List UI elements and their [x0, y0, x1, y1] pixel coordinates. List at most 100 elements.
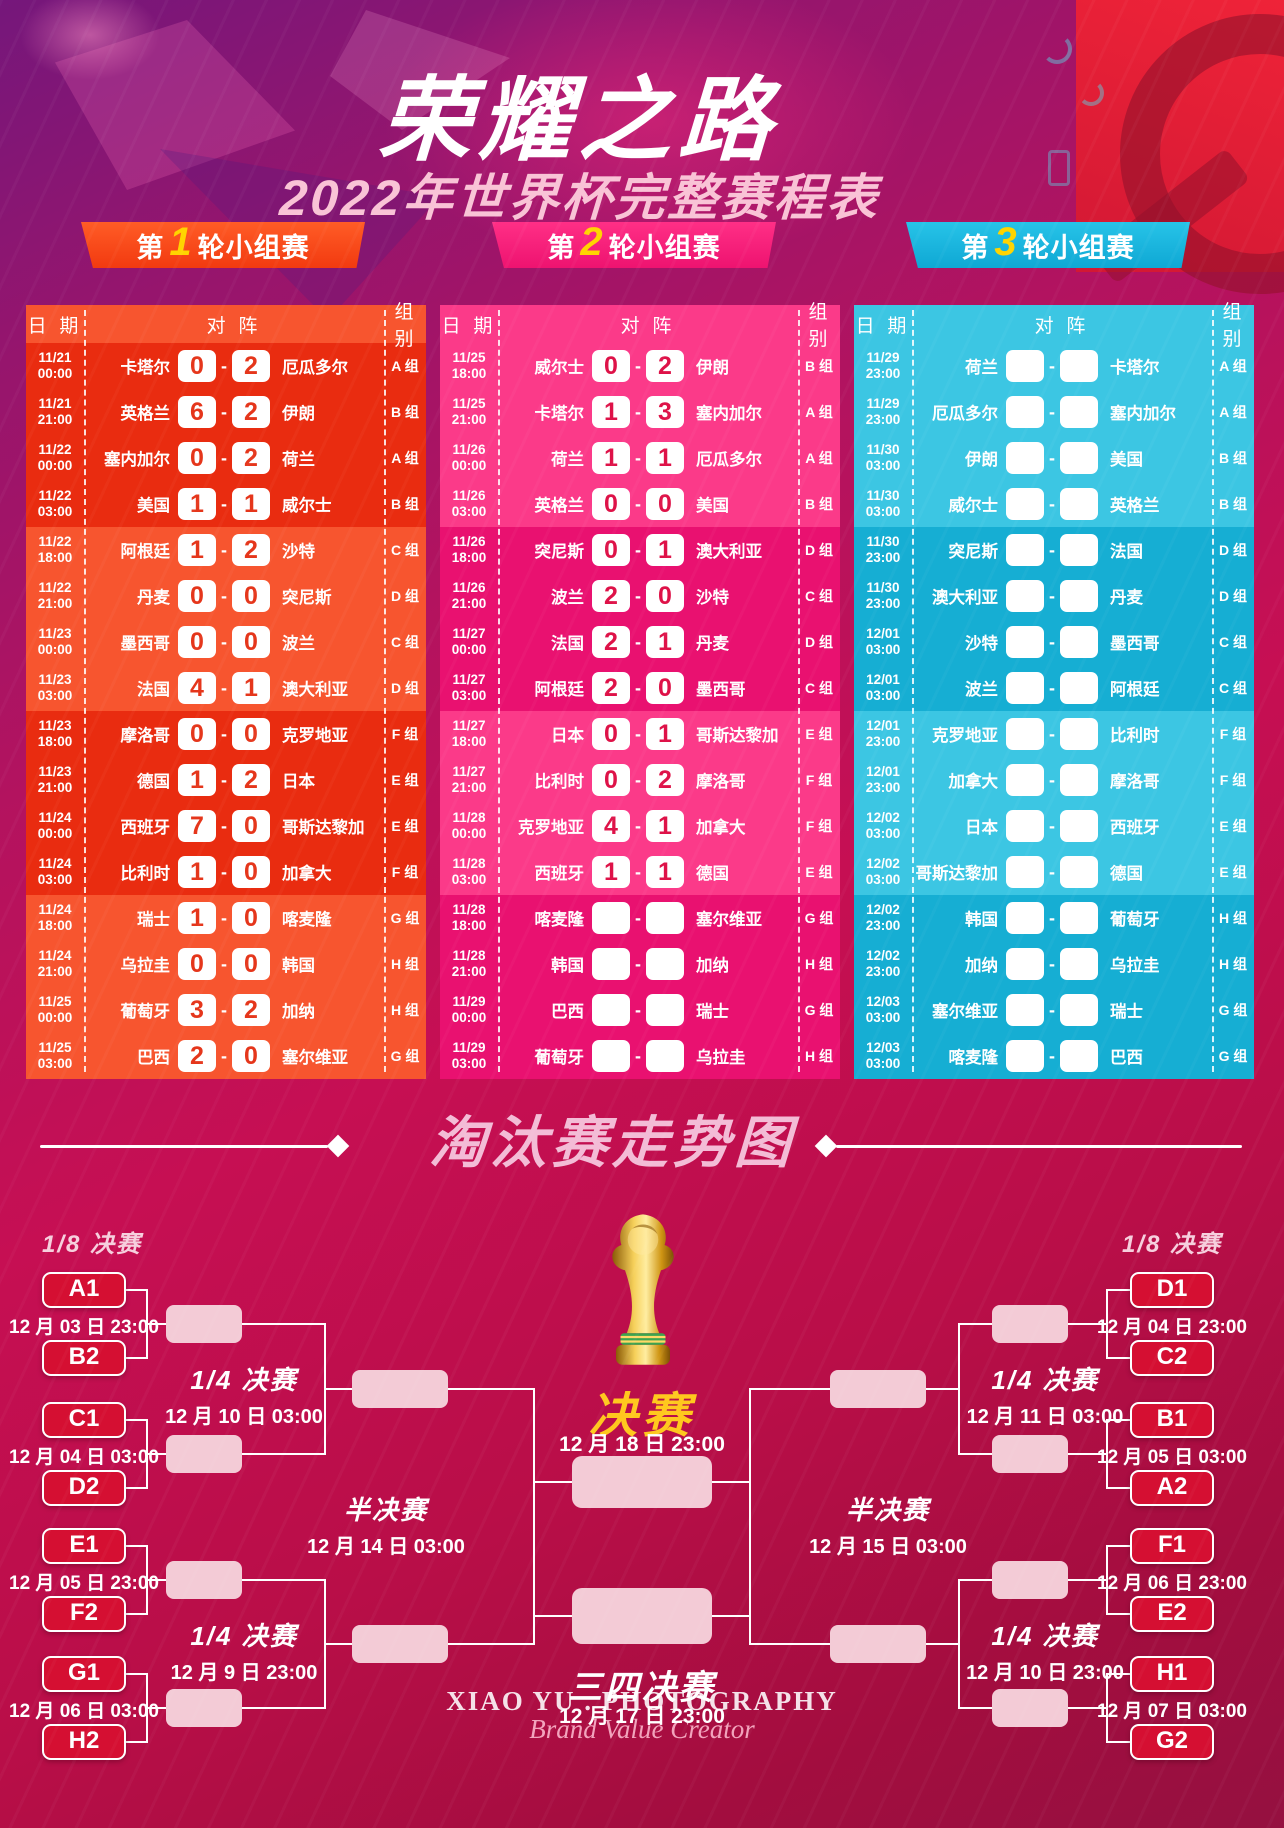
match-datetime: 11/26 03:00 — [440, 488, 498, 520]
watermark-text: XIAO YU . PHOTOGRAPHY — [446, 1686, 838, 1716]
match-date: 12/01 — [866, 625, 900, 641]
match-datetime: 11/24 00:00 — [26, 810, 84, 842]
score-dash: - — [635, 631, 641, 652]
match-time: 03:00 — [865, 642, 901, 657]
score-dash: - — [221, 1045, 227, 1066]
match-date: 11/22 — [38, 579, 72, 595]
home-score-box — [1006, 396, 1044, 428]
match-date: 11/23 — [38, 717, 72, 733]
match-cell: 韩国 - 葡萄牙 — [912, 902, 1212, 934]
match-datetime: 11/27 18:00 — [440, 718, 498, 750]
away-team: 墨西哥 — [1110, 635, 1160, 653]
away-team: 澳大利亚 — [696, 543, 762, 561]
away-score-box: 0 — [646, 488, 684, 520]
bracket-slot: F1 — [1130, 1528, 1214, 1564]
score-dash: - — [221, 539, 227, 560]
home-score-box: 1 — [178, 534, 216, 566]
match-cell: 丹麦 0 - 0 突尼斯 — [84, 580, 384, 612]
group-label: D 组 — [1219, 588, 1247, 604]
group-label: E 组 — [391, 818, 419, 834]
home-team: 哥斯达黎加 — [915, 865, 999, 883]
bracket-line — [960, 1323, 994, 1325]
home-team: 塞内加尔 — [104, 451, 170, 469]
bracket-line — [448, 1388, 533, 1390]
group-label: F 组 — [391, 864, 419, 880]
group-label: C 组 — [391, 542, 419, 558]
match-datetime: 11/28 00:00 — [440, 810, 498, 842]
group-label: E 组 — [391, 772, 419, 788]
ribbon-prefix: 第 — [547, 232, 576, 263]
background-shard — [20, 0, 160, 80]
bracket-slot: C2 — [1130, 1340, 1214, 1376]
match-datetime: 12/02 23:00 — [854, 948, 912, 980]
home-team: 塞尔维亚 — [932, 1003, 998, 1021]
match-row: 11/22 03:00 美国 1 - 1 威尔士 B 组 — [26, 481, 426, 527]
match-row: 11/24 21:00 乌拉圭 0 - 0 韩国 H 组 — [26, 941, 426, 987]
away-team: 澳大利亚 — [282, 681, 348, 699]
match-row: 12/03 03:00 喀麦隆 - 巴西 G 组 — [854, 1033, 1254, 1079]
away-score-box: 2 — [232, 442, 270, 474]
match-datetime: 11/22 03:00 — [26, 488, 84, 520]
r16-label-right: 1/8 决赛 — [1121, 1231, 1222, 1258]
match-time: 03:00 — [451, 872, 487, 887]
away-score-box: 2 — [646, 350, 684, 382]
match-date: 11/23 — [38, 625, 72, 641]
home-score-box — [1006, 718, 1044, 750]
match-datetime: 12 月 03 日 23:00 — [9, 1317, 159, 1338]
bracket-line — [1108, 1673, 1130, 1675]
match-row: 11/23 18:00 摩洛哥 0 - 0 克罗地亚 F 组 — [26, 711, 426, 757]
match-date: 12/02 — [866, 809, 900, 825]
away-score-box — [1060, 350, 1098, 382]
home-team: 阿根廷 — [534, 681, 585, 699]
home-score-box — [1006, 626, 1044, 658]
match-time: 21:00 — [451, 964, 487, 979]
score-dash: - — [635, 447, 641, 468]
away-team: 塞尔维亚 — [282, 1049, 348, 1067]
away-score-box: 2 — [232, 396, 270, 428]
match-date: 11/29 — [866, 349, 900, 365]
home-team: 加拿大 — [948, 773, 999, 791]
table-header: 日 期 对 阵 组 别 — [440, 302, 840, 350]
match-row: 12/02 23:00 韩国 - 葡萄牙 H 组 — [854, 895, 1254, 941]
bracket-slot: G2 — [1130, 1724, 1214, 1760]
match-cell: 英格兰 0 - 0 美国 — [498, 488, 798, 520]
match-row: 11/26 18:00 突尼斯 0 - 1 澳大利亚 D 组 — [440, 527, 840, 573]
r16-label-left: 1/8 决赛 — [42, 1231, 143, 1258]
bracket-pair: A1 12 月 03 日 23:00 B2 — [9, 1272, 159, 1376]
score-dash: - — [635, 999, 641, 1020]
table-header: 日 期 对 阵 组 别 — [26, 302, 426, 350]
match-date: 11/29 — [452, 993, 486, 1009]
round-2-ribbon: 第 2 轮小组赛 — [492, 222, 776, 268]
bracket-line — [926, 1643, 960, 1645]
match-datetime: 11/26 21:00 — [440, 580, 498, 612]
match-cell: 伊朗 - 美国 — [912, 442, 1212, 474]
away-team: 克罗地亚 — [282, 727, 348, 745]
away-score-box: 1 — [232, 488, 270, 520]
score-dash: - — [221, 907, 227, 928]
match-date: 11/22 — [38, 533, 72, 549]
away-team: 伊朗 — [282, 405, 315, 423]
away-team: 德国 — [696, 865, 729, 883]
match-time: 23:00 — [865, 734, 901, 749]
home-team: 阿根廷 — [120, 543, 171, 561]
bracket-line — [124, 1487, 146, 1489]
bracket-slot: E2 — [1130, 1596, 1214, 1632]
match-cell: 墨西哥 0 - 0 波兰 — [84, 626, 384, 658]
match-date: 11/21 — [38, 349, 72, 365]
match-datetime: 11/24 03:00 — [26, 856, 84, 888]
home-score-box — [1006, 442, 1044, 474]
home-team: 日本 — [965, 819, 998, 837]
match-cell: 西班牙 7 - 0 哥斯达黎加 — [84, 810, 384, 842]
match-cell: 西班牙 1 - 1 德国 — [498, 856, 798, 888]
round-number: 3 — [994, 219, 1018, 264]
home-team: 卡塔尔 — [534, 405, 585, 423]
score-dash: - — [221, 493, 227, 514]
match-datetime: 11/21 00:00 — [26, 350, 84, 382]
column-header-date: 日 期 — [855, 315, 911, 337]
away-team: 加纳 — [696, 957, 729, 975]
final-date: 12 月 18 日 23:00 — [559, 1433, 725, 1456]
match-cell: 阿根廷 2 - 0 墨西哥 — [498, 672, 798, 704]
bracket-line — [1108, 1741, 1130, 1743]
match-cell: 塞尔维亚 - 瑞士 — [912, 994, 1212, 1026]
match-datetime: 12/01 03:00 — [854, 626, 912, 658]
